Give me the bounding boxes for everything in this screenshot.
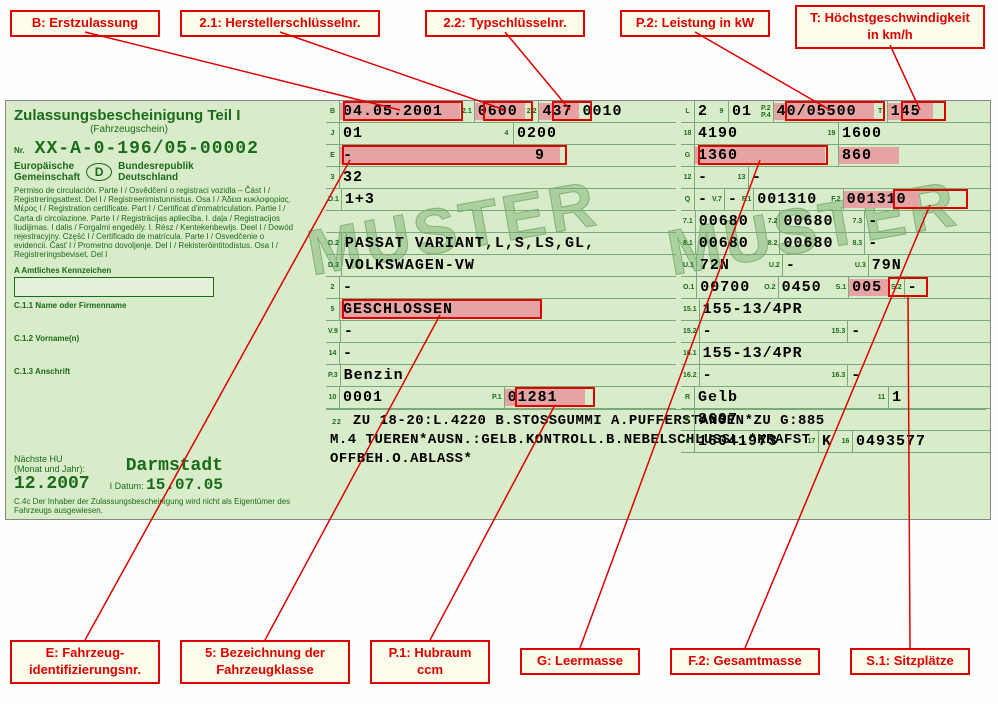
field-81: 00680 bbox=[696, 235, 766, 252]
field-g: 1360 bbox=[695, 147, 825, 164]
field-p3: Benzin bbox=[341, 367, 407, 384]
field-t: 145 bbox=[888, 103, 933, 120]
callout-t: T: Höchstgeschwindigkeit in km/h bbox=[795, 5, 985, 49]
field-152: - bbox=[700, 323, 830, 340]
remarks-3: OFFBEH.O.ABLASS* bbox=[330, 451, 472, 467]
eu-left: Europäische Gemeinschaft bbox=[14, 161, 80, 183]
field-4: 0200 bbox=[514, 125, 560, 142]
callout-b: B: Erstzulassung bbox=[10, 10, 160, 37]
label-c12: C.1.2 Vorname(n) bbox=[14, 334, 318, 343]
field-82: 00680 bbox=[780, 235, 850, 252]
field-9: 01 bbox=[729, 103, 759, 120]
field-19: 1600 bbox=[839, 125, 885, 142]
field-d2-2: VOLKSWAGEN-VW bbox=[342, 257, 478, 274]
label-c11: C.1.1 Name oder Firmenname bbox=[14, 301, 318, 310]
field-e: - bbox=[340, 147, 520, 164]
field-o1: 00700 bbox=[697, 279, 762, 296]
field-16: 0493577 bbox=[853, 433, 929, 450]
field-u1: 72N bbox=[697, 257, 767, 274]
doc-number: XX-A-0-196/05-00002 bbox=[35, 139, 259, 159]
field-g2: 860 bbox=[839, 147, 899, 164]
field-3: 32 bbox=[340, 169, 366, 186]
field-k: 8697 bbox=[695, 411, 741, 428]
callout-22: 2.2: Typschlüsselnr. bbox=[425, 10, 585, 37]
field-b: 04.05.2001 bbox=[340, 103, 460, 120]
callout-p1: P.1: Hubraum ccm bbox=[370, 640, 490, 684]
nr-label: Nr. bbox=[14, 146, 25, 155]
field-12: - bbox=[695, 169, 735, 186]
field-u2: - bbox=[783, 257, 853, 274]
callout-21: 2.1: Herstellerschlüsselnr. bbox=[180, 10, 380, 37]
label-c4c: C.4c Der Inhaber der Zulassungsbescheini… bbox=[14, 497, 314, 515]
hu-value: 12.2007 bbox=[14, 474, 90, 494]
field-10: 0001 bbox=[340, 389, 490, 406]
country-oval: D bbox=[86, 163, 112, 181]
multilang-text: Permiso de circulación. Parte I / Osvědč… bbox=[14, 186, 294, 260]
field-s1: 005 bbox=[849, 279, 889, 296]
field-161: 155-13/4PR bbox=[700, 345, 806, 362]
field-73: - bbox=[865, 213, 881, 230]
field-s2: - bbox=[905, 279, 921, 296]
callout-g: G: Leermasse bbox=[520, 648, 640, 675]
kennzeichen-box bbox=[14, 277, 214, 297]
doc-title: Zulassungsbescheinigung Teil I bbox=[14, 107, 318, 124]
field-d1: 1+3 bbox=[342, 191, 378, 208]
label-c13: C.1.3 Anschrift bbox=[14, 367, 318, 376]
field-153: - bbox=[848, 323, 864, 340]
field-72: 00680 bbox=[780, 213, 850, 230]
registration-document: MUSTER MUSTER Zulassungsbescheinigung Te… bbox=[5, 100, 991, 520]
field-v9: - bbox=[341, 323, 357, 340]
field-6: 16041973 bbox=[695, 433, 805, 450]
field-17: K bbox=[819, 433, 839, 450]
field-18: 4190 bbox=[695, 125, 825, 142]
doc-mid-panel: B04.05.2001 2.10600 2.2437 0010 J01 4020… bbox=[326, 101, 676, 519]
callout-f2: F.2: Gesamtmasse bbox=[670, 648, 820, 675]
city-value: Darmstadt bbox=[110, 456, 223, 476]
field-14: - bbox=[340, 345, 356, 362]
field-f1: 001310 bbox=[754, 191, 829, 208]
field-v7: - bbox=[725, 191, 740, 208]
field-j: 01 bbox=[340, 125, 500, 142]
field-11: 1 bbox=[889, 389, 905, 406]
field-r: Gelb bbox=[695, 389, 875, 406]
eu-right: Bundesrepublik Deutschland bbox=[118, 161, 194, 183]
field-71: 00680 bbox=[696, 213, 766, 230]
doc-subtitle: (Fahrzeugschein) bbox=[14, 124, 244, 135]
field-d3: - bbox=[340, 279, 356, 296]
field-22x: 0010 bbox=[579, 103, 634, 120]
field-e2: 9 bbox=[520, 147, 560, 164]
field-p1: 01281 bbox=[505, 389, 585, 406]
field-151: 155-13/4PR bbox=[700, 301, 806, 318]
field-d2-1: PASSAT VARIANT,L,S,LS,GL, bbox=[342, 235, 598, 252]
field-o2: 0450 bbox=[779, 279, 834, 296]
field-l: 2 bbox=[695, 103, 715, 120]
callout-e: E: Fahrzeug- identifizierungsnr. bbox=[10, 640, 160, 684]
date-value: 15.07.05 bbox=[146, 476, 223, 494]
label-kennzeichen: A Amtliches Kennzeichen bbox=[14, 266, 318, 275]
doc-right-panel: L2 901 P.2P.440/05500 T145 184190 191600… bbox=[681, 101, 991, 519]
date-label: I Datum: bbox=[110, 481, 144, 491]
doc-left-panel: Zulassungsbescheinigung Teil I (Fahrzeug… bbox=[6, 101, 326, 519]
callout-5: 5: Bezeichnung der Fahrzeugklasse bbox=[180, 640, 350, 684]
field-13: - bbox=[749, 169, 765, 186]
label-hu: Nächste HU (Monat und Jahr): bbox=[14, 454, 90, 474]
field-21: 0600 bbox=[475, 103, 525, 120]
field-83: - bbox=[865, 235, 881, 252]
field-u3: 79N bbox=[869, 257, 905, 274]
field-162: - bbox=[700, 367, 830, 384]
field-163: - bbox=[848, 367, 864, 384]
field-p2: 40/05500 bbox=[774, 103, 874, 120]
callout-s1: S.1: Sitzplätze bbox=[850, 648, 970, 675]
field-q: - bbox=[695, 191, 710, 208]
field-22: 437 bbox=[539, 103, 579, 120]
field-f2: 001310 bbox=[844, 191, 919, 208]
callout-p2: P.2: Leistung in kW bbox=[620, 10, 770, 37]
field-5: GESCHLOSSEN bbox=[340, 301, 540, 318]
